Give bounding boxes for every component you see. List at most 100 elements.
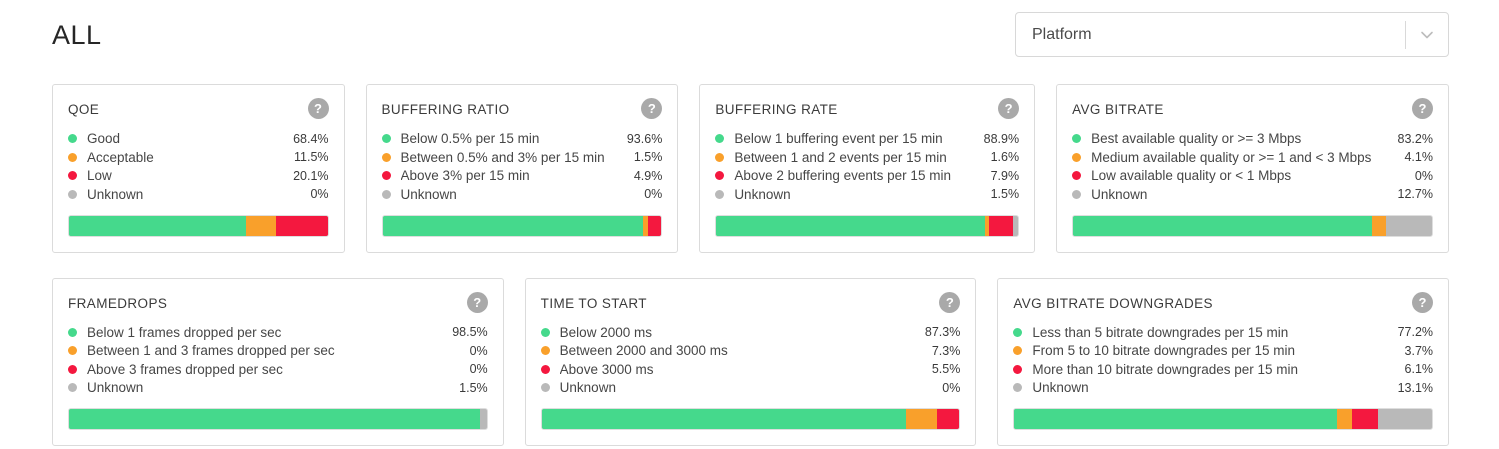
metric-value: 0%	[1414, 168, 1433, 183]
card-header: AVG BITRATE DOWNGRADES ?	[1013, 291, 1434, 313]
metric-card: FRAMEDROPS ? Below 1 frames dropped per …	[52, 277, 504, 446]
metric-value: 5.5%	[931, 362, 961, 376]
card-title: BUFFERING RATIO	[381, 102, 510, 117]
metric-label: Medium available quality or >= 1 and < 3…	[1091, 149, 1372, 165]
metric-value: 1.5%	[633, 150, 663, 164]
bar-segment	[989, 215, 1014, 236]
bar-segment	[275, 215, 328, 236]
card-title: TIME TO START	[540, 295, 647, 311]
bar-segment	[1352, 409, 1378, 429]
metric-value: 98.5%	[452, 325, 488, 339]
bar-segment	[382, 215, 644, 236]
metric-row: Unknown 13.1%	[1013, 380, 1433, 395]
distribution-bar	[1072, 214, 1433, 237]
metric-label: Less than 5 bitrate downgrades per 15 mi…	[1032, 324, 1289, 340]
metric-row: Unknown 1.5%	[715, 187, 1019, 202]
help-icon[interactable]: ?	[998, 98, 1020, 119]
metric-value: 3.7%	[1404, 343, 1434, 358]
metric-dot	[68, 189, 77, 199]
metric-card: QOE ? Good 68.4% Acceptable 11.5% Low 20.1% Un…	[52, 84, 345, 253]
metric-dot	[715, 171, 725, 180]
metric-list: Below 1 buffering event per 15 min 88.9% B…	[715, 131, 1019, 202]
metric-row: Between 1 and 2 events per 15 min 1.6%	[715, 150, 1019, 165]
bar-segment	[245, 215, 276, 236]
metric-row: Above 3 frames dropped per sec 0%	[68, 362, 488, 377]
metric-label: Unknown	[87, 186, 144, 202]
metric-label: Above 3% per 15 min	[400, 168, 530, 183]
metric-value: 83.2%	[1397, 131, 1433, 146]
help-icon[interactable]: ?	[307, 98, 329, 119]
metric-row: Unknown 0%	[68, 187, 329, 202]
metric-row: Less than 5 bitrate downgrades per 15 mi…	[1013, 325, 1433, 340]
metric-label: Unknown	[400, 186, 457, 202]
metric-row: Unknown 1.5%	[68, 380, 488, 395]
distribution-bar	[540, 408, 961, 430]
metric-value: 1.5%	[990, 187, 1020, 201]
help-icon[interactable]: ?	[1411, 98, 1433, 119]
metric-row: Between 1 and 3 frames dropped per sec 0%	[68, 343, 488, 358]
metric-row: Best available quality or >= 3 Mbps 83.2%	[1072, 131, 1433, 146]
metric-row: Low 20.1%	[68, 168, 329, 183]
card-header: BUFFERING RATE ?	[715, 98, 1020, 119]
metric-label: From 5 to 10 bitrate downgrades per 15 m…	[1032, 343, 1295, 358]
distribution-bar	[68, 408, 488, 430]
metric-label: Unknown	[734, 186, 791, 202]
metric-row: Acceptable 11.5%	[68, 150, 329, 165]
metric-dot	[1013, 346, 1023, 355]
metric-row: Below 1 buffering event per 15 min 88.9%	[715, 131, 1019, 146]
distribution-bar	[381, 214, 663, 237]
metric-row: More than 10 bitrate downgrades per 15 m…	[1013, 362, 1433, 377]
metric-list: Good 68.4% Acceptable 11.5% Low 20.1% Unknown 0…	[68, 131, 329, 202]
card-title: QOE	[68, 102, 100, 117]
metric-row: Good 68.4%	[68, 131, 329, 146]
help-icon[interactable]: ?	[1412, 291, 1434, 313]
dropdown-divider	[1405, 20, 1406, 49]
metric-card: AVG BITRATE ? Best available quality or …	[1056, 84, 1449, 253]
metric-value: 4.1%	[1404, 150, 1433, 164]
card-header: TIME TO START ?	[540, 291, 961, 313]
card-header: AVG BITRATE ?	[1072, 98, 1433, 119]
card-header: QOE ?	[68, 98, 329, 119]
card-title: FRAMEDROPS	[68, 295, 168, 311]
help-icon[interactable]: ?	[641, 98, 663, 119]
metric-row: Above 2 buffering events per 15 min 7.9%	[715, 168, 1019, 183]
platform-dropdown-label: Platform	[1032, 25, 1092, 43]
platform-dropdown[interactable]: Platform	[1015, 12, 1449, 57]
metric-dot	[540, 383, 550, 392]
metric-label: Good	[87, 131, 121, 146]
metric-value: 0%	[310, 187, 329, 201]
metric-list: Less than 5 bitrate downgrades per 15 mi…	[1013, 325, 1433, 395]
cards-row-bottom: FRAMEDROPS ? Below 1 frames dropped per …	[52, 277, 1450, 446]
metric-dot	[715, 152, 725, 162]
metric-row: Between 2000 and 3000 ms 7.3%	[540, 343, 961, 358]
metric-value: 88.9%	[983, 131, 1020, 146]
metric-value: 93.6%	[626, 131, 663, 146]
metric-dot	[68, 134, 77, 143]
metric-dot	[1013, 364, 1023, 374]
help-icon[interactable]: ?	[939, 291, 961, 313]
metric-row: Unknown 0%	[540, 380, 961, 395]
bar-segment	[936, 409, 960, 429]
metric-list: Best available quality or >= 3 Mbps 83.2%…	[1072, 131, 1433, 202]
metric-value: 4.9%	[633, 168, 663, 183]
bar-segment	[1336, 409, 1353, 429]
metric-row: Below 2000 ms 87.3%	[540, 325, 960, 340]
metric-dot	[68, 383, 77, 392]
help-icon[interactable]: ?	[466, 291, 488, 313]
metric-value: 68.4%	[293, 131, 329, 146]
bar-segment	[906, 409, 937, 429]
metric-label: Acceptable	[87, 149, 154, 165]
metric-card: BUFFERING RATE ? Below 1 buffering event…	[699, 84, 1036, 253]
metric-value: 0%	[469, 343, 488, 358]
metric-row: From 5 to 10 bitrate downgrades per 15 m…	[1013, 343, 1433, 358]
metric-value: 7.3%	[931, 343, 961, 358]
metric-value: 0%	[942, 380, 961, 395]
metric-row: Above 3% per 15 min 4.9%	[381, 168, 663, 183]
metric-list: Below 2000 ms 87.3% Between 2000 and 3000 …	[540, 325, 961, 395]
card-title: AVG BITRATE DOWNGRADES	[1013, 295, 1213, 311]
metric-label: Below 1 frames dropped per sec	[87, 324, 282, 340]
metric-label: Above 2 buffering events per 15 min	[734, 168, 951, 183]
cards-row-top: QOE ? Good 68.4% Acceptable 11.5% Low 20.1% Un…	[52, 84, 1449, 253]
metric-dot	[1013, 383, 1023, 392]
